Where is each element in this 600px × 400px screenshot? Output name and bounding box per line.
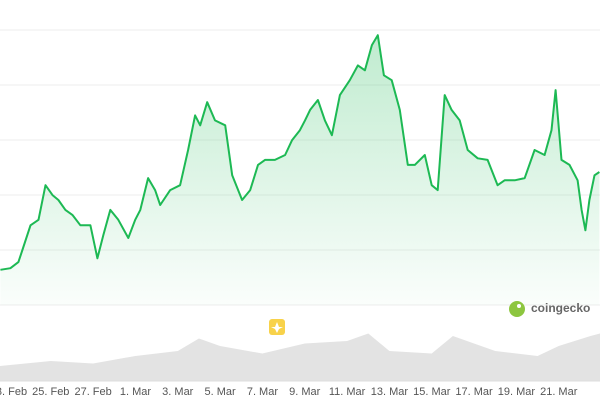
x-tick-label: 13. Mar <box>371 386 409 398</box>
price-line <box>0 34 600 271</box>
brand-logo-eye <box>517 304 521 308</box>
sparkle <box>271 322 283 333</box>
brand: coingecko <box>509 301 590 317</box>
x-tick-label: 27. Feb <box>74 386 111 398</box>
brand-logo <box>509 301 525 317</box>
x-tick-label: 25. Feb <box>32 386 69 398</box>
price-area <box>0 35 600 305</box>
x-tick-label: 21. Mar <box>540 386 578 398</box>
x-tick-label: 7. Mar <box>247 386 279 398</box>
x-tick-label: 5. Mar <box>205 386 237 398</box>
x-tick-label: 3. Mar <box>162 386 194 398</box>
x-tick-label: 19. Mar <box>498 386 536 398</box>
x-tick-label: 9. Mar <box>289 386 321 398</box>
plot <box>0 34 600 381</box>
volume-area <box>0 333 600 381</box>
brand-name: coingecko <box>531 301 590 315</box>
x-tick-label: 15. Mar <box>413 386 451 398</box>
sparkle-icon <box>269 319 285 335</box>
x-tick-label: 1. Mar <box>120 386 152 398</box>
x-tick-label: 17. Mar <box>455 386 493 398</box>
x-tick-label: 23. Feb <box>0 386 27 398</box>
x-tick-label: 11. Mar <box>329 386 366 398</box>
